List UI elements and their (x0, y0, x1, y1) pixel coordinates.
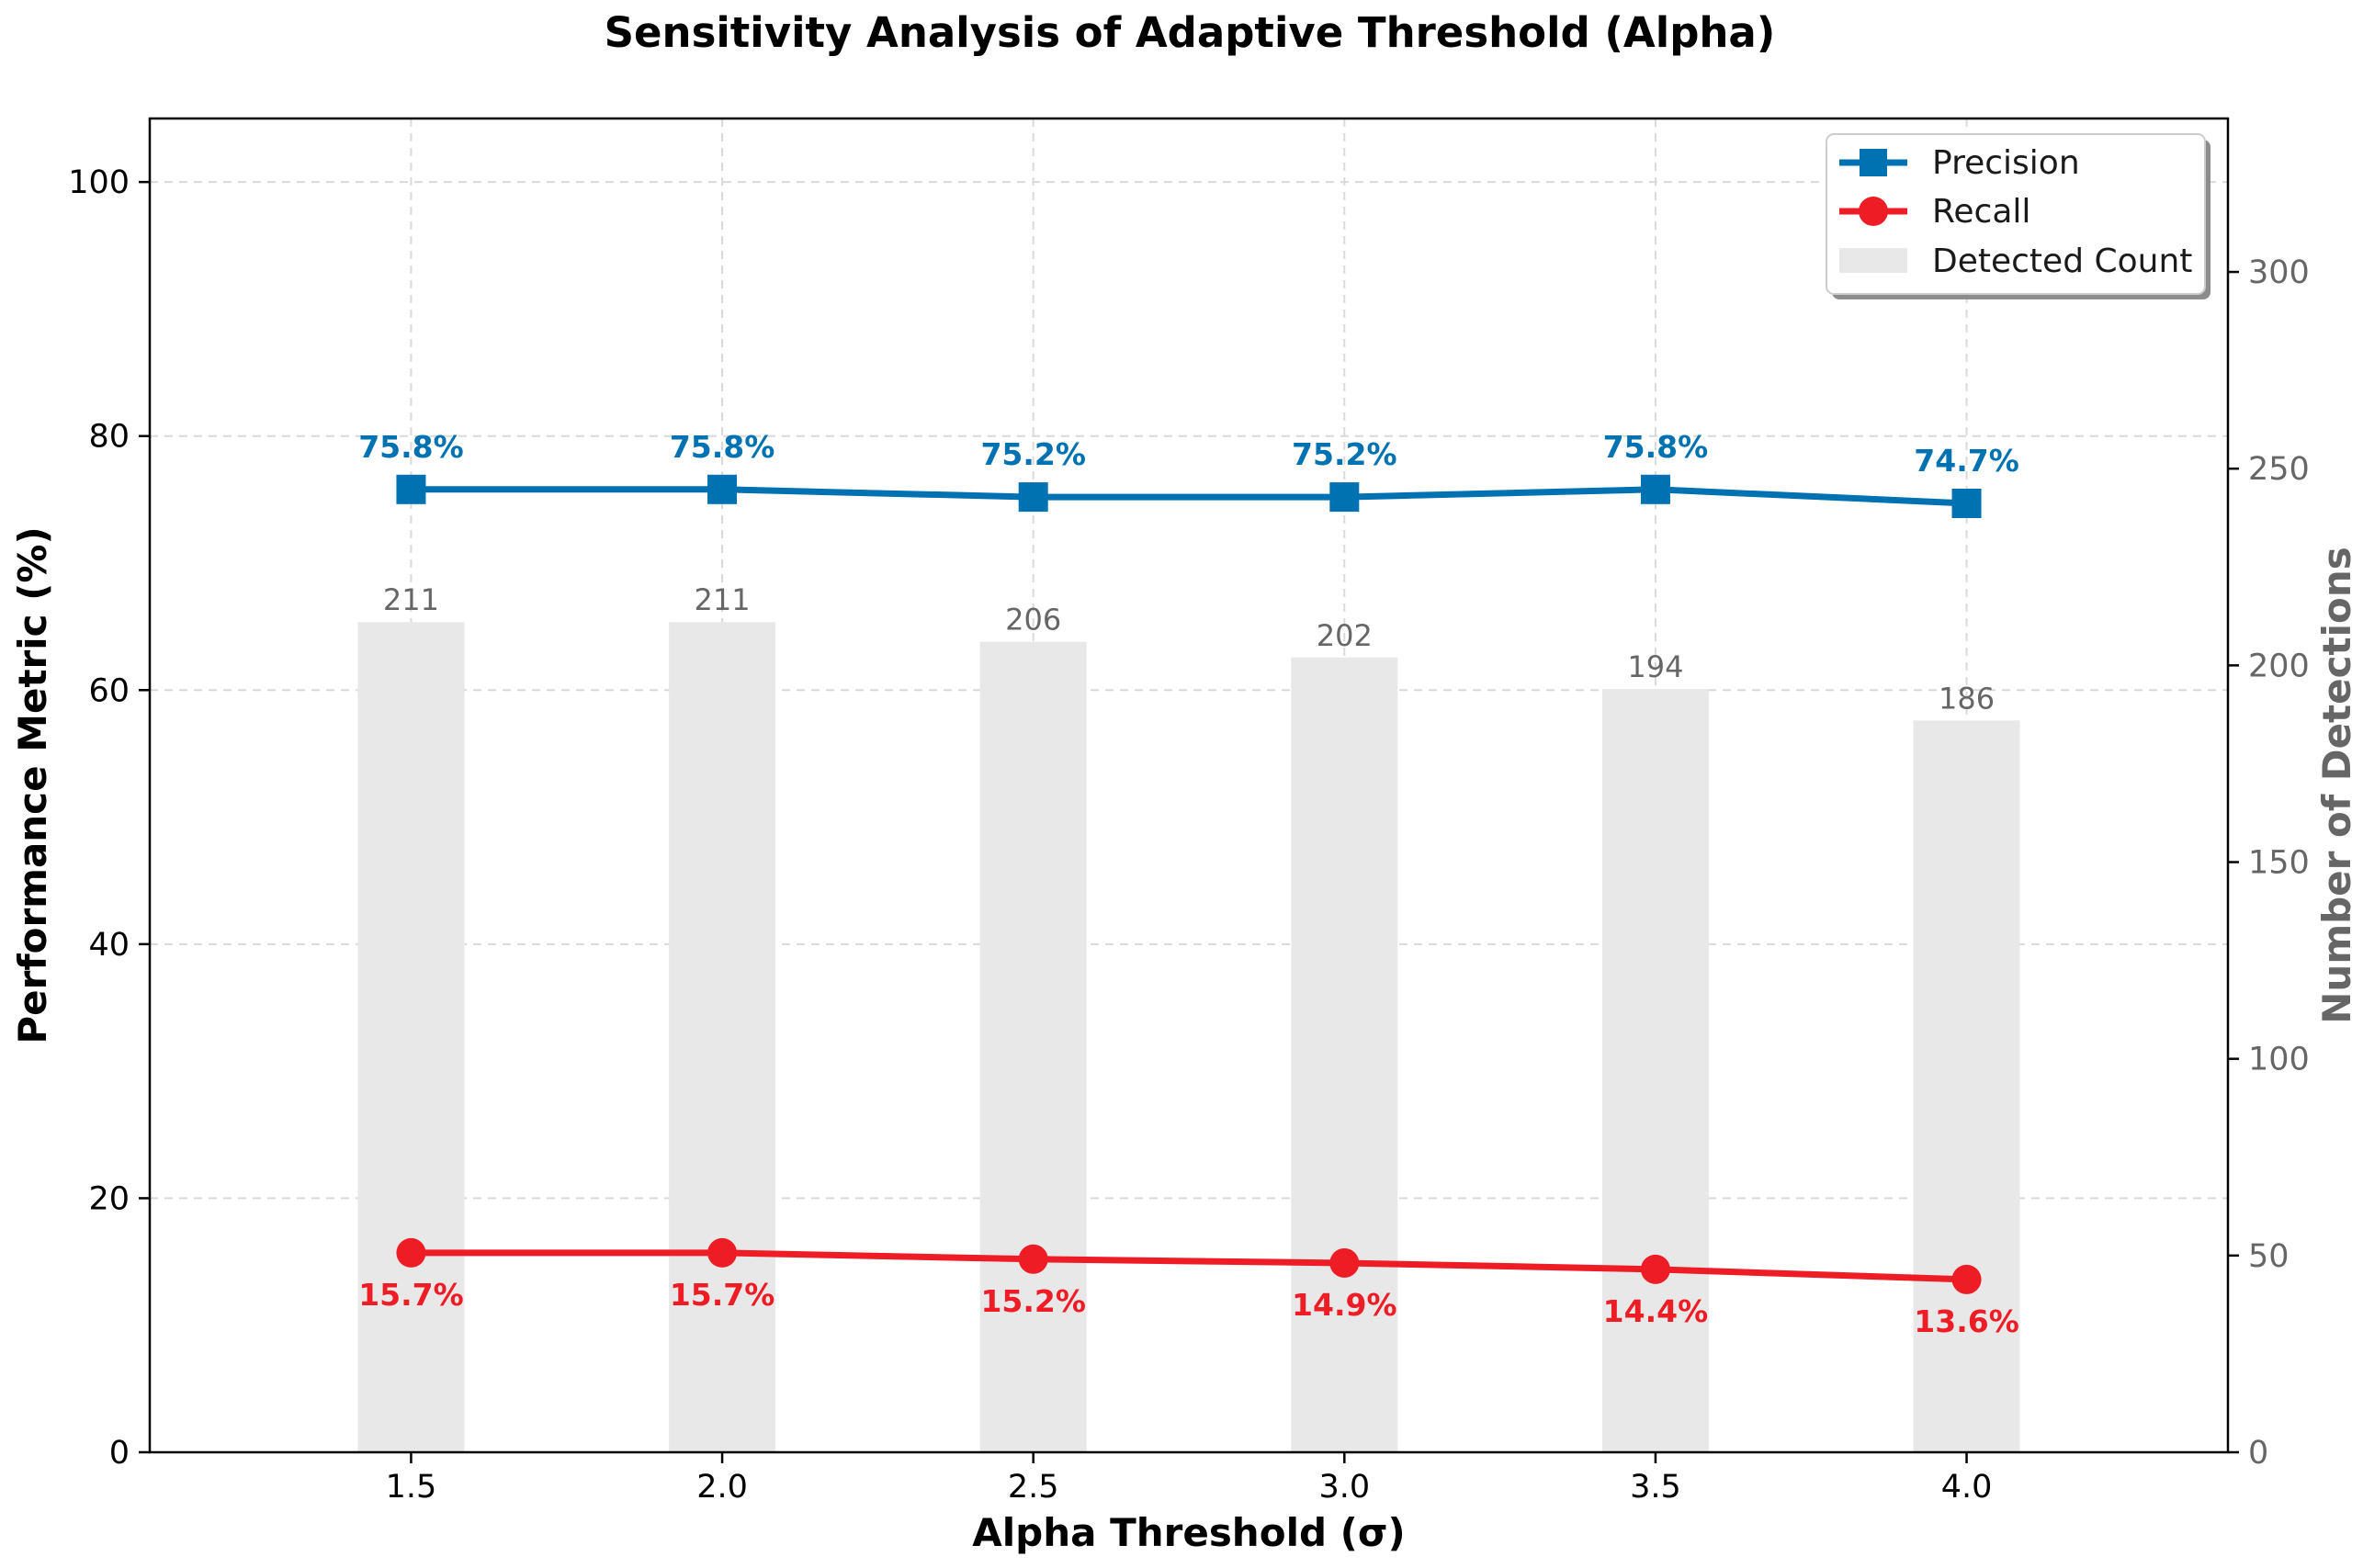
y2-tick-label: 250 (2248, 451, 2310, 488)
marker-precision (396, 474, 426, 504)
bar-detected-count (1601, 689, 1709, 1452)
bar-value-label: 186 (1939, 681, 1995, 716)
bar-value-label: 211 (383, 582, 439, 617)
y-tick-label: 40 (88, 927, 130, 964)
x-tick-label: 3.5 (1630, 1469, 1681, 1506)
marker-recall (1018, 1244, 1048, 1274)
data-label-recall: 15.7% (670, 1277, 775, 1313)
legend-count-swatch (1839, 248, 1907, 273)
chart-title: Sensitivity Analysis of Adaptive Thresho… (605, 8, 1776, 57)
legend-recall-label: Recall (1932, 193, 2030, 231)
data-label-recall: 15.7% (358, 1277, 464, 1313)
data-label-precision: 75.8% (358, 429, 464, 465)
data-label-precision: 75.2% (1292, 436, 1397, 472)
data-label-precision: 75.8% (1603, 429, 1709, 465)
line-precision (407, 486, 1971, 507)
marker-precision (707, 474, 738, 504)
legend: Precision Recall Detected Count (1826, 133, 2210, 299)
bar-detected-count (669, 622, 776, 1452)
x-axis-label: Alpha Threshold (σ) (972, 1510, 1406, 1555)
y-tick-label: 20 (88, 1180, 130, 1217)
data-label-recall: 14.9% (1292, 1287, 1397, 1323)
marker-recall (396, 1237, 426, 1268)
marker-recall (1640, 1254, 1670, 1284)
data-label-recall: 15.2% (980, 1283, 1086, 1319)
bar-value-label: 194 (1627, 649, 1683, 684)
bar-detected-count (1913, 720, 2020, 1452)
y-tick-label: 0 (109, 1435, 130, 1472)
data-labels: 211 211 206 202 194 186 75.8% 75.8% 75.2% 75.2% 75… (358, 429, 2019, 1339)
legend-recall-marker (1859, 197, 1888, 226)
y2-tick-label: 200 (2248, 648, 2310, 684)
marker-precision (1951, 489, 1982, 519)
y-tick-label: 60 (88, 672, 130, 709)
lines (396, 474, 1982, 1294)
legend-precision-marker (1860, 149, 1887, 176)
bar-detected-count (1291, 657, 1398, 1452)
legend-count-label: Detected Count (1932, 243, 2192, 280)
legend-box (1826, 133, 2206, 295)
bar-value-label: 211 (695, 582, 751, 617)
line-recall (407, 1249, 1971, 1283)
bar-detected-count (357, 622, 465, 1452)
bars-detected-count (357, 622, 2020, 1452)
y2-tick-label: 300 (2248, 254, 2310, 291)
data-label-recall: 14.4% (1603, 1293, 1709, 1329)
x-tick-label: 1.5 (386, 1469, 437, 1506)
y2-tick-label: 100 (2248, 1042, 2310, 1078)
data-label-precision: 75.2% (980, 436, 1086, 472)
y-tick-label: 80 (88, 419, 130, 456)
y-tick-label: 100 (68, 164, 130, 201)
y2-tick-label: 150 (2248, 845, 2310, 882)
x-tick-label: 2.5 (1008, 1469, 1059, 1506)
data-label-recall: 13.6% (1914, 1303, 2019, 1339)
legend-precision-label: Precision (1932, 144, 2080, 182)
data-label-precision: 75.8% (670, 429, 775, 465)
marker-recall (1329, 1247, 1360, 1278)
y2-tick-label: 50 (2248, 1238, 2290, 1275)
bar-value-label: 206 (1005, 603, 1061, 637)
data-label-precision: 74.7% (1914, 443, 2019, 479)
axes: 1.5 2.0 2.5 3.0 3.5 4.0 0 20 40 60 80 100 0 50 100 150 2… (68, 164, 2310, 1506)
x-tick-label: 4.0 (1941, 1469, 1993, 1506)
bar-value-label: 202 (1317, 618, 1373, 653)
x-tick-label: 2.0 (696, 1469, 748, 1506)
y2-tick-label: 0 (2248, 1435, 2268, 1472)
marker-precision (1640, 474, 1670, 504)
y-axis-label: Performance Metric (%) (10, 526, 55, 1043)
x-tick-label: 3.0 (1318, 1469, 1370, 1506)
marker-recall (707, 1237, 738, 1268)
y2-axis-label: Number of Detections (2314, 547, 2359, 1023)
marker-precision (1018, 482, 1048, 513)
marker-precision (1329, 482, 1360, 513)
marker-recall (1951, 1264, 1982, 1294)
bar-detected-count (979, 641, 1087, 1452)
plot-frame (148, 117, 2230, 1454)
